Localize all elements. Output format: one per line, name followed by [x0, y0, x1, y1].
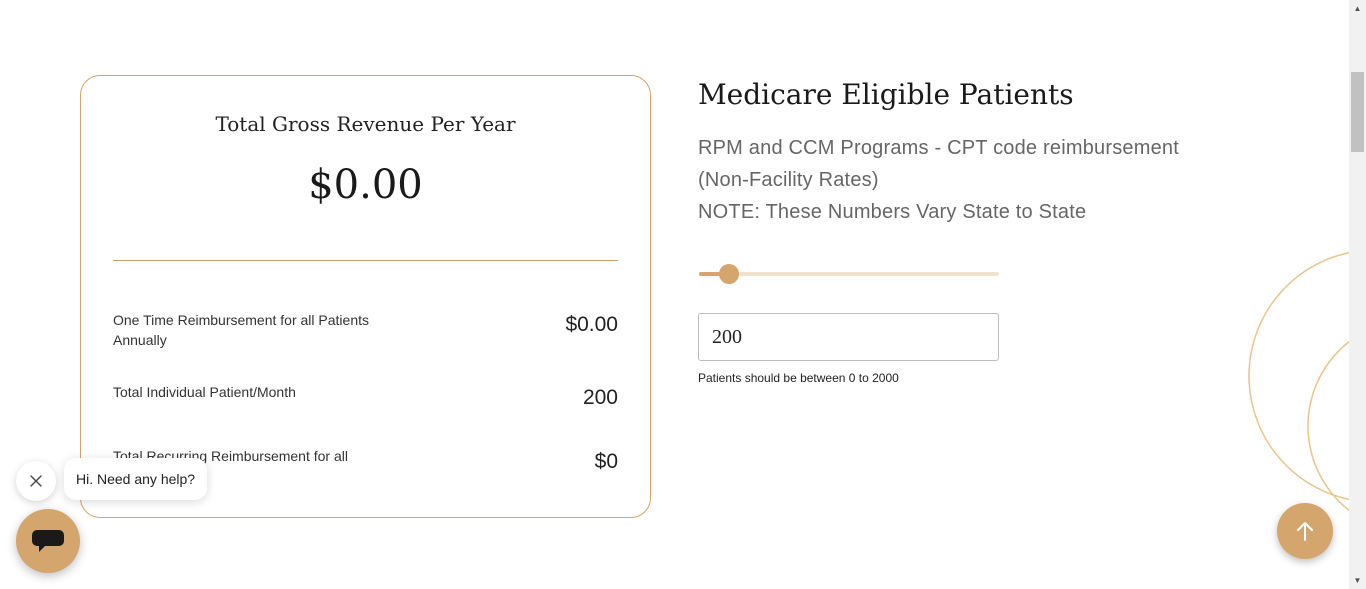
- description-line: NOTE: These Numbers Vary State to State: [698, 201, 1087, 223]
- scroll-thumb[interactable]: [1351, 72, 1364, 152]
- section-description: RPM and CCM Programs - CPT code reimburs…: [698, 132, 1258, 228]
- chat-launcher-button[interactable]: [16, 509, 80, 573]
- slider-track: [699, 272, 999, 276]
- scroll-up-arrow-icon[interactable]: ▲: [1353, 4, 1362, 13]
- card-title: Total Gross Revenue Per Year: [215, 112, 516, 136]
- description-line: RPM and CCM Programs - CPT code reimburs…: [698, 137, 1179, 159]
- chat-icon: [32, 530, 64, 552]
- chat-close-button[interactable]: [16, 461, 56, 501]
- row-value: 200: [582, 386, 618, 409]
- chat-greeting-bubble[interactable]: Hi. Need any help?: [64, 458, 208, 500]
- row-value: $0.00: [565, 313, 618, 336]
- description-line: (Non-Facility Rates): [698, 169, 879, 191]
- patients-input[interactable]: [698, 313, 999, 361]
- row-label: Total Individual Patient/Month: [113, 384, 296, 400]
- scroll-to-top-button[interactable]: [1277, 503, 1333, 559]
- arrow-up-icon: [1297, 522, 1313, 541]
- decorative-circles: [1248, 251, 1350, 512]
- row-label: One Time Reimbursement for all Patients …: [113, 312, 369, 348]
- scroll-down-arrow-icon[interactable]: ▼: [1353, 576, 1362, 585]
- slider-fill: [699, 272, 729, 276]
- close-icon: [30, 475, 42, 487]
- page-scrollbar[interactable]: ▲ ▼: [1349, 0, 1366, 589]
- section-title: Medicare Eligible Patients: [698, 78, 1074, 111]
- row-value: $0: [594, 450, 618, 473]
- patients-hint: Patients should be between 0 to 2000: [698, 371, 899, 385]
- revenue-summary-card: Total Gross Revenue Per Year $0.00 One T…: [80, 75, 651, 518]
- card-divider: [113, 260, 618, 261]
- patients-slider[interactable]: [699, 263, 999, 285]
- slider-thumb[interactable]: [719, 264, 739, 284]
- total-gross-revenue: $0.00: [308, 162, 423, 208]
